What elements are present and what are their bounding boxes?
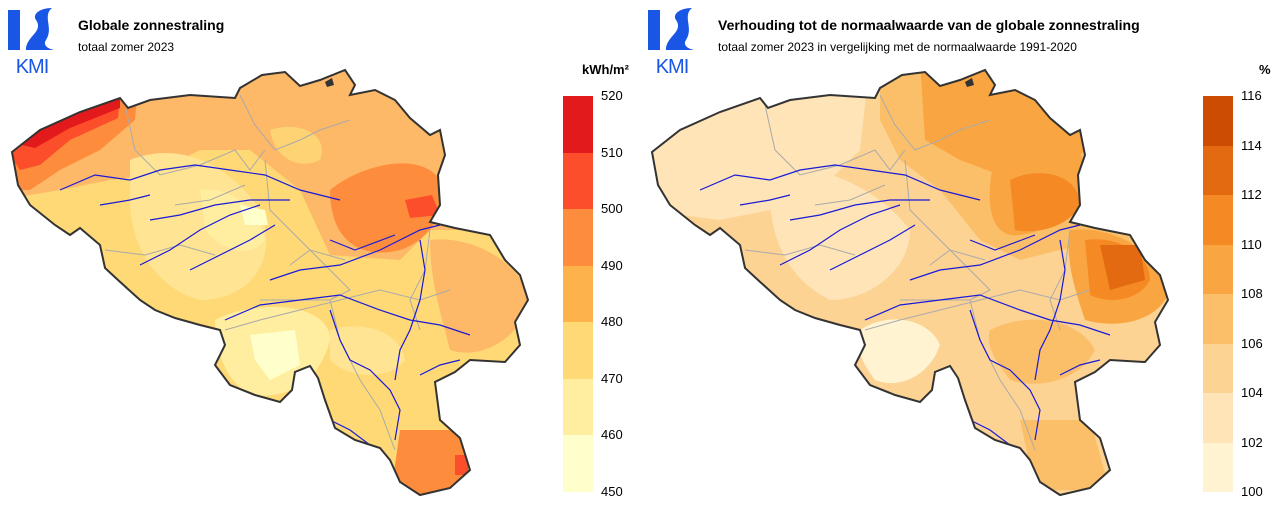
legend-swatch xyxy=(1203,442,1233,492)
legend-swatch xyxy=(1203,244,1233,294)
legend-tick-label: 490 xyxy=(601,257,623,273)
legend-tick-label: 108 xyxy=(1241,286,1263,301)
legend-swatch xyxy=(1203,343,1233,393)
panel-ratio-normal: KMI Verhouding tot de normaalwaarde van … xyxy=(640,0,1280,507)
legend-tick-label: 460 xyxy=(601,427,623,443)
kmi-logo: KMI xyxy=(6,6,58,78)
belgium-map-ratio xyxy=(650,68,1170,497)
legend-tick-label: 520 xyxy=(601,88,623,103)
legend-swatch xyxy=(563,435,593,492)
kmi-logo-text: KMI xyxy=(15,56,50,78)
legend-swatch xyxy=(1203,195,1233,245)
legend-swatch xyxy=(563,378,593,436)
legend-tick-label: 470 xyxy=(601,370,623,386)
kmi-logo: KMI xyxy=(646,6,698,78)
legend-tick-label: 480 xyxy=(601,314,623,330)
legend-swatch xyxy=(1203,96,1233,146)
map-subtitle: totaal zomer 2023 in vergelijking met de… xyxy=(718,40,1077,54)
map-title: Verhouding tot de normaalwaarde van de g… xyxy=(718,17,1140,33)
legend-tick-label: 104 xyxy=(1241,385,1263,400)
legend-tick-label: 112 xyxy=(1241,187,1262,202)
legend-tick-label: 106 xyxy=(1241,335,1263,351)
belgium-map-radiation xyxy=(10,68,530,497)
legend-unit: % xyxy=(1259,62,1271,77)
legend-swatch xyxy=(563,96,593,153)
legend-tick-label: 114 xyxy=(1241,137,1262,153)
legend-swatch xyxy=(1203,145,1233,195)
legend-swatch xyxy=(563,265,593,323)
legend-swatch xyxy=(1203,294,1233,344)
legend-tick-label: 510 xyxy=(601,144,623,160)
legend-tick-label: 116 xyxy=(1241,88,1262,103)
legend-tick-label: 110 xyxy=(1241,236,1262,252)
legend-tick-label: 500 xyxy=(601,201,623,217)
panel-solar-radiation: KMI Globale zonnestraling totaal zomer 2… xyxy=(6,6,629,499)
legend-swatch xyxy=(563,152,593,210)
map-title: Globale zonnestraling xyxy=(78,17,225,33)
legend-swatch xyxy=(563,322,593,379)
legend-tick-label: 450 xyxy=(601,484,623,499)
legend-swatch xyxy=(563,209,593,266)
legend-unit: kWh/m² xyxy=(582,62,629,77)
kmi-logo-text: KMI xyxy=(655,56,690,78)
legend-tick-label: 102 xyxy=(1241,434,1263,450)
map-subtitle: totaal zomer 2023 xyxy=(78,40,175,54)
legend-tick-label: 100 xyxy=(1241,484,1263,499)
legend-swatch xyxy=(1203,393,1233,443)
